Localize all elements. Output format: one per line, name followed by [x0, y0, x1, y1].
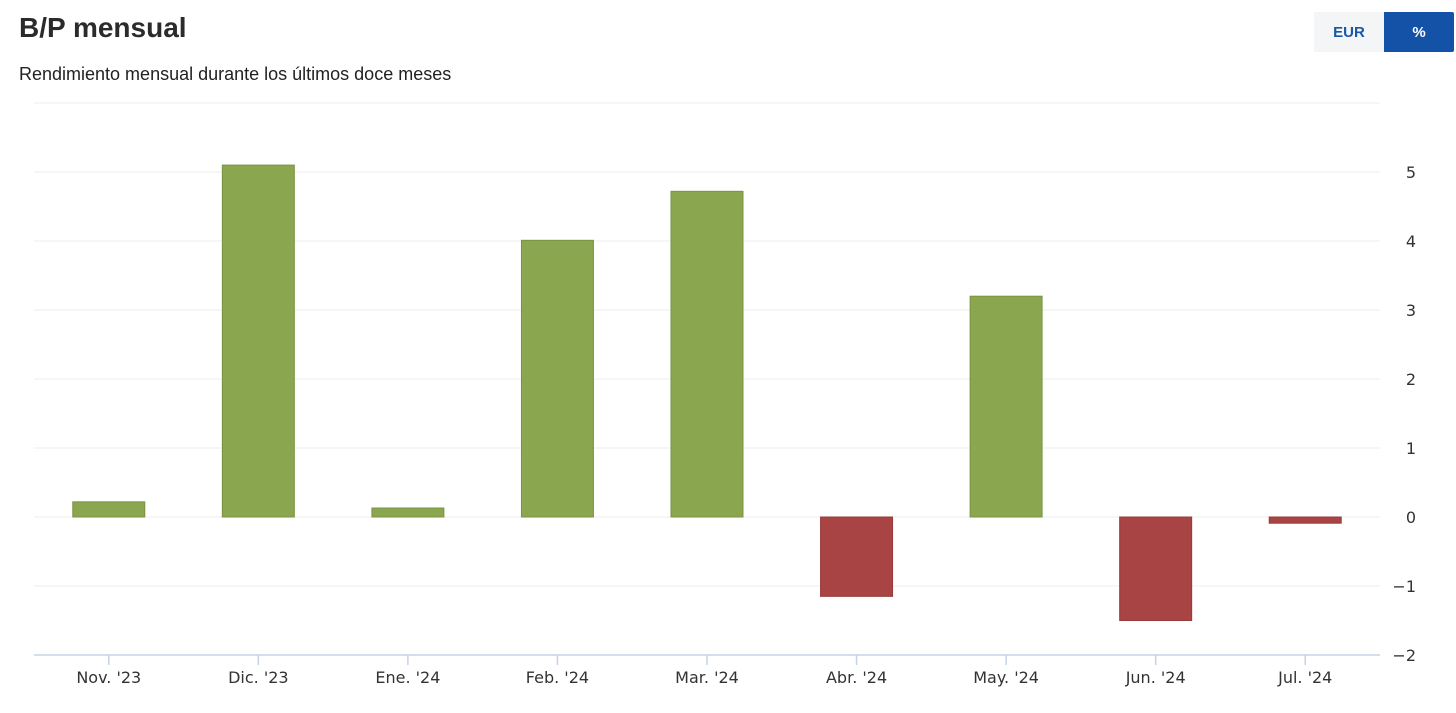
percent-toggle-button[interactable]: % — [1384, 12, 1454, 52]
bar[interactable] — [1268, 516, 1342, 524]
x-tick-label: May. '24 — [973, 668, 1039, 687]
x-tick-label: Jun. '24 — [1125, 668, 1186, 687]
bar[interactable] — [670, 190, 744, 518]
unit-toggle: EUR % — [1314, 12, 1454, 52]
bar[interactable] — [520, 239, 594, 518]
y-tick-label: 3 — [1406, 301, 1416, 320]
x-tick-label: Abr. '24 — [826, 668, 887, 687]
y-tick-label: 2 — [1406, 370, 1416, 389]
x-tick-label: Ene. '24 — [375, 668, 440, 687]
bar[interactable] — [820, 516, 894, 597]
y-tick-label: −1 — [1392, 577, 1416, 596]
y-tick-label: −2 — [1392, 646, 1416, 665]
y-tick-label: 0 — [1406, 508, 1416, 527]
bar[interactable] — [221, 164, 295, 518]
bar[interactable] — [72, 501, 146, 518]
y-tick-label: 4 — [1406, 232, 1416, 251]
x-axis-labels: Nov. '23 Dic. '23 Ene. '24 Feb. '24 Mar. '24… — [76, 668, 1332, 687]
bar[interactable] — [371, 507, 445, 518]
chart-subtitle: Rendimiento mensual durante los últimos … — [19, 64, 452, 84]
bars — [72, 164, 1342, 621]
x-axis — [34, 654, 1380, 665]
x-tick-label: Feb. '24 — [526, 668, 589, 687]
x-tick-label: Mar. '24 — [675, 668, 739, 687]
x-tick-label: Nov. '23 — [76, 668, 141, 687]
bar[interactable] — [969, 295, 1043, 518]
bar[interactable] — [1119, 516, 1193, 621]
y-tick-label: 1 — [1406, 439, 1416, 458]
eur-toggle-button[interactable]: EUR — [1314, 12, 1384, 52]
x-tick-label: Jul. '24 — [1277, 668, 1332, 687]
x-tick-label: Dic. '23 — [228, 668, 289, 687]
chart-title: B/P mensual — [19, 12, 187, 43]
y-tick-label: 5 — [1406, 163, 1416, 182]
y-axis-labels: 5 4 3 2 1 0 −1 −2 — [1392, 163, 1416, 665]
